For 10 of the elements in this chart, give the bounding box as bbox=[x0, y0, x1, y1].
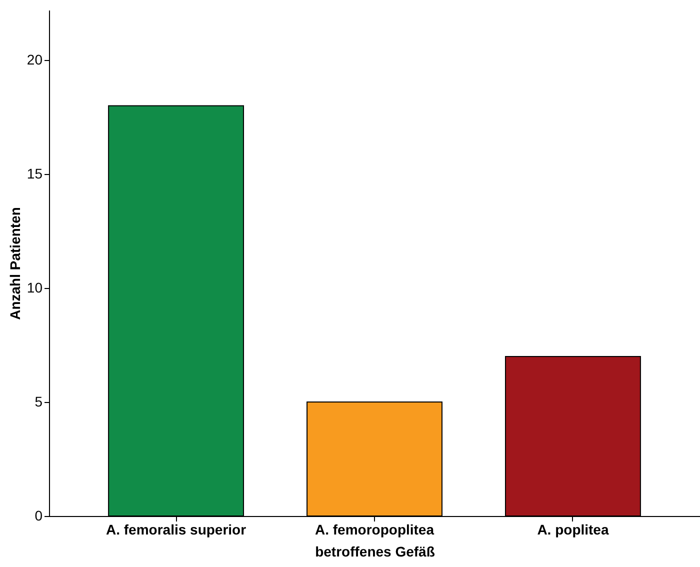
y-tick-label: 10 bbox=[26, 280, 43, 296]
x-tick-label: A. femoralis superior bbox=[106, 522, 247, 538]
y-tick-label: 15 bbox=[26, 166, 43, 182]
y-tick-label: 0 bbox=[34, 508, 43, 524]
y-tick-label: 20 bbox=[26, 52, 43, 68]
x-tick-label: A. femoropoplitea bbox=[314, 522, 434, 538]
y-axis-title: Anzahl Patienten bbox=[6, 207, 23, 320]
x-axis-title: betroffenes Gefäß bbox=[315, 544, 436, 560]
x-tick-label: A. poplitea bbox=[537, 522, 609, 538]
y-tick-label: 5 bbox=[34, 394, 43, 410]
